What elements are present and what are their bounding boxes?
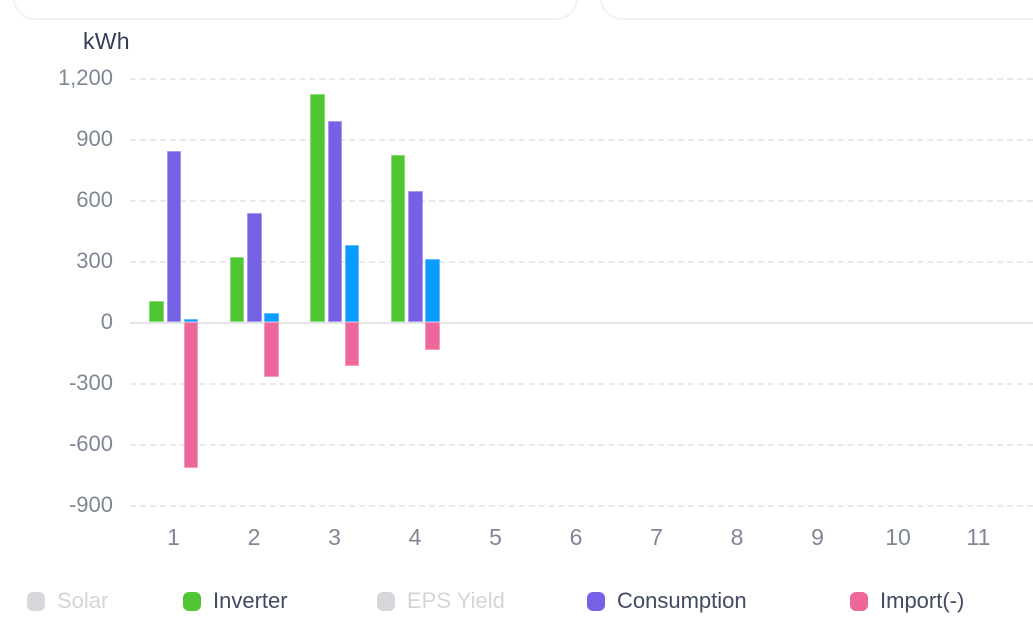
bar-consumption-month-4: [408, 190, 423, 322]
legend-item-import[interactable]: Import(-): [850, 588, 964, 614]
x-tick-label: 4: [408, 524, 422, 550]
legend-marker: [377, 591, 395, 611]
legend-item-eps-yield[interactable]: EPS Yield: [377, 588, 505, 614]
x-tick-label: 2: [247, 524, 261, 550]
legend-marker: [587, 591, 605, 611]
legend-marker: [27, 591, 45, 611]
legend-marker: [850, 591, 868, 611]
y-tick-label: 1,200: [57, 65, 113, 90]
h-gridline: [130, 505, 1033, 507]
x-tick-label: 7: [650, 524, 663, 550]
y-tick-label: -300: [68, 370, 113, 395]
bar-export-month-4: [425, 258, 440, 322]
x-tick-label: 5: [489, 524, 502, 550]
bar-import-month-2: [264, 322, 279, 377]
y-tick-label: -600: [68, 431, 113, 456]
x-tick-label: 10: [885, 524, 911, 550]
h-gridline: [130, 444, 1033, 446]
top-card-left: [13, 0, 578, 20]
legend-item-solar[interactable]: Solar: [27, 588, 108, 614]
legend-label: Inverter: [213, 588, 288, 613]
bar-inverter-month-1: [149, 300, 164, 322]
legend-marker: [183, 591, 201, 611]
legend-item-inverter[interactable]: Inverter: [183, 588, 288, 614]
bar-consumption-month-1: [166, 151, 181, 322]
legend-label: EPS Yield: [407, 588, 505, 613]
bar-import-month-4: [425, 322, 440, 351]
legend-label: Import(-): [880, 588, 965, 613]
bar-inverter-month-3: [310, 94, 325, 322]
bar-inverter-month-2: [229, 256, 244, 322]
bar-export-month-1: [183, 318, 198, 322]
y-tick-label: 300: [76, 248, 113, 273]
x-tick-label: 3: [328, 524, 341, 550]
bar-import-month-3: [344, 322, 359, 366]
y-tick-label: 0: [100, 309, 113, 334]
x-tick-label: 1: [167, 524, 180, 550]
bar-inverter-month-4: [390, 155, 405, 322]
h-gridline: [130, 200, 1033, 202]
bar-consumption-month-2: [247, 213, 262, 322]
legend-item-consumption[interactable]: Consumption: [587, 588, 747, 614]
h-gridline: [130, 261, 1033, 263]
y-axis-unit-label: kWh: [83, 28, 130, 54]
x-tick-label: 6: [569, 524, 583, 550]
y-tick-label: 600: [76, 187, 113, 212]
x-tick-label: 8: [730, 524, 744, 550]
x-tick-label: 11: [966, 524, 991, 550]
y-tick-label: 900: [76, 126, 113, 151]
y-tick-label: -900: [68, 492, 113, 517]
legend-label: Solar: [57, 588, 109, 613]
bar-consumption-month-3: [327, 120, 342, 322]
h-gridline: [130, 383, 1033, 385]
h-gridline: [130, 78, 1033, 80]
bar-import-month-1: [183, 322, 198, 469]
h-gridline: [130, 139, 1033, 141]
top-card-right: [600, 0, 1033, 20]
bar-export-month-2: [264, 312, 279, 322]
bar-export-month-3: [344, 244, 359, 322]
zero-line: [130, 322, 1033, 324]
x-tick-label: 9: [811, 524, 824, 550]
legend-label: Consumption: [617, 588, 747, 613]
